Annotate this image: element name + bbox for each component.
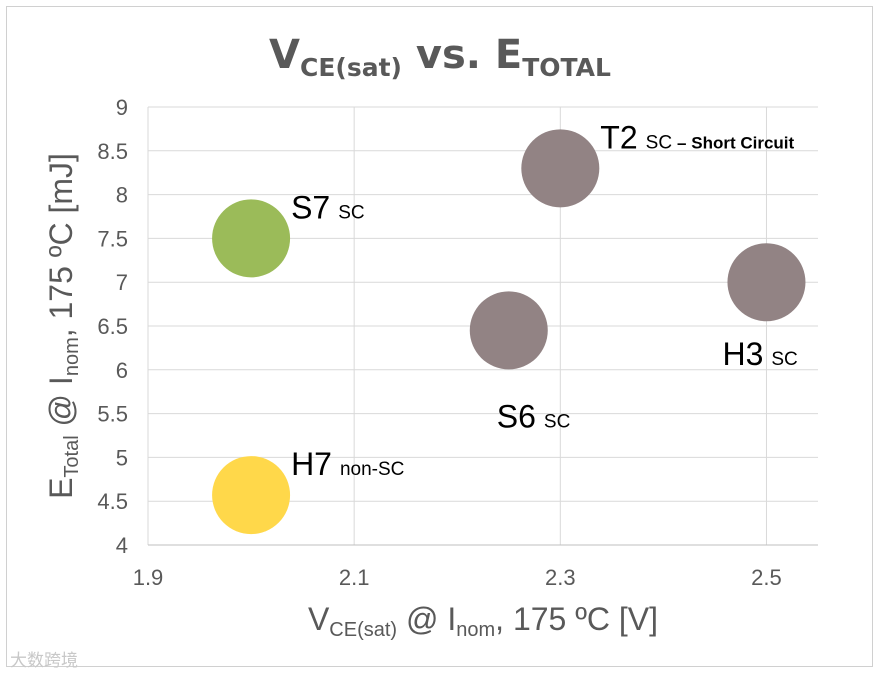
- data-point-s6: [469, 291, 548, 370]
- data-point-h3: [727, 243, 806, 322]
- y-tick-label: 6: [116, 358, 128, 383]
- y-tick-label: 7: [116, 270, 128, 295]
- y-tick-label: 4.5: [97, 489, 128, 514]
- x-axis-label: VCE(sat) @ Inom, 175 ºC [V]: [308, 601, 658, 641]
- chart-frame: [6, 6, 873, 667]
- point-label-h7: H7 non-SC: [291, 446, 404, 482]
- chart-title: VCE(sat) vs. ETOTAL: [269, 32, 611, 82]
- x-tick-label: 2.1: [339, 565, 370, 590]
- x-tick-label: 2.3: [545, 565, 576, 590]
- y-tick-label: 7.5: [97, 226, 128, 251]
- point-label-h3: H3 SC: [722, 336, 797, 372]
- y-axis-label: ETotal @ Inom, 175 ºC [mJ]: [43, 153, 83, 499]
- y-tick-label: 8: [116, 183, 128, 208]
- watermark: 大数跨境: [10, 651, 78, 671]
- point-label-s7: S7 SC: [291, 189, 365, 225]
- data-point-h7: [212, 456, 291, 535]
- point-label-s6: S6 SC: [497, 398, 571, 434]
- data-point-t2: [521, 129, 600, 208]
- y-tick-label: 4: [116, 533, 128, 558]
- y-tick-label: 5.5: [97, 402, 128, 427]
- point-label-t2: T2 SC – Short Circuit: [600, 119, 794, 155]
- x-tick-label: 2.5: [751, 565, 782, 590]
- y-tick-label: 6.5: [97, 314, 128, 339]
- y-tick-label: 9: [116, 95, 128, 120]
- y-tick-label: 5: [116, 445, 128, 470]
- data-point-s7: [212, 199, 291, 278]
- x-tick-label: 1.9: [133, 565, 164, 590]
- y-tick-label: 8.5: [97, 139, 128, 164]
